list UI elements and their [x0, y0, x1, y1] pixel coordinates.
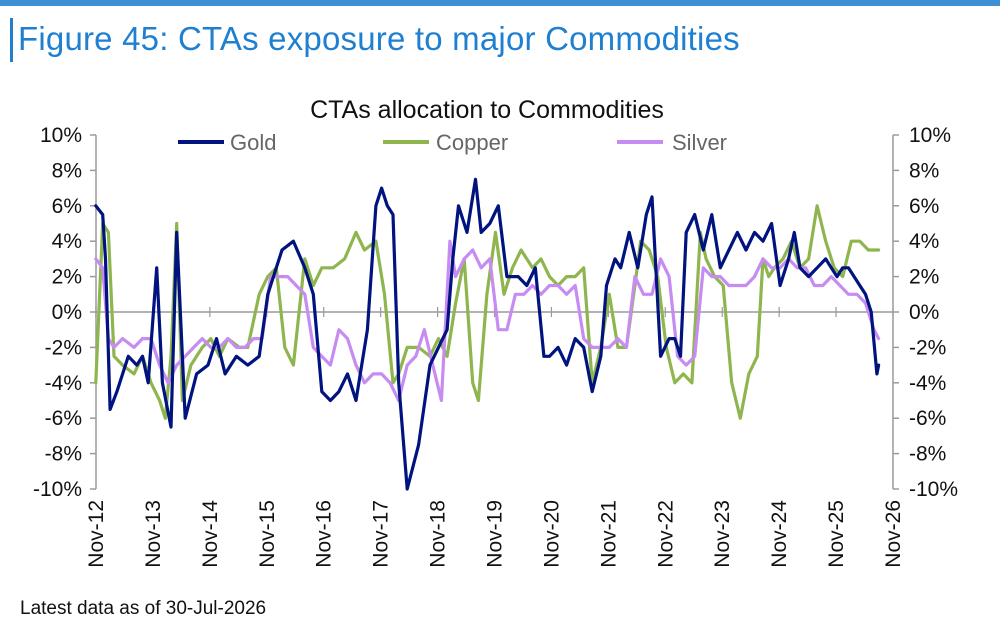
y2-tick-label: 2% — [909, 266, 939, 289]
x-tick-label: Nov-26 — [882, 500, 905, 568]
y2-tick-label: -8% — [909, 443, 946, 466]
x-tick-label: Nov-20 — [540, 500, 563, 568]
legend: Gold Copper Silver — [178, 130, 727, 155]
y2-tick-label: -2% — [909, 336, 946, 359]
x-tick-label: Nov-16 — [313, 500, 336, 568]
y2-tick-label: -6% — [909, 407, 946, 430]
x-tick-label: Nov-19 — [484, 500, 507, 568]
series-line-silver — [94, 239, 881, 403]
series-line-gold — [94, 177, 881, 491]
y-tick-label: 0% — [52, 301, 82, 324]
y-tick-label: 2% — [52, 266, 82, 289]
y-tick-label: 4% — [52, 230, 82, 253]
series-lines — [94, 177, 881, 491]
figure-header: Figure 45: CTAs exposure to major Commod… — [0, 18, 1000, 62]
x-tick-label: Nov-14 — [199, 500, 222, 568]
y2-tick-label: -10% — [909, 478, 958, 501]
legend-label-gold: Gold — [230, 130, 276, 155]
legend-label-copper: Copper — [436, 130, 508, 155]
x-tick-label: Nov-17 — [370, 500, 393, 568]
x-tick-label: Nov-21 — [597, 500, 620, 568]
y2-tick-label: -4% — [909, 372, 946, 395]
x-tick-label: Nov-25 — [825, 500, 848, 568]
x-tick-label: Nov-18 — [427, 500, 450, 568]
top-accent-bar — [0, 0, 1000, 6]
x-tick-label: Nov-15 — [256, 500, 279, 568]
axes: -10% -10% -8% -8% -6% -6% -4% -4% -2% -2% 0% 0% 2% 2%… — [33, 124, 958, 568]
x-tick-label: Nov-24 — [768, 500, 791, 568]
legend-label-silver: Silver — [672, 130, 727, 155]
y-tick-label: -10% — [33, 478, 82, 501]
y-tick-label: -4% — [45, 372, 82, 395]
y-tick-label: -2% — [45, 336, 82, 359]
y-tick-label: 6% — [52, 195, 82, 218]
title-accent-rule — [10, 18, 13, 62]
y2-tick-label: 4% — [909, 230, 939, 253]
y2-tick-label: 6% — [909, 195, 939, 218]
y-tick-label: 8% — [52, 159, 82, 182]
chart-title: CTAs allocation to Commodities — [310, 96, 664, 124]
x-tick-label: Nov-23 — [711, 500, 734, 568]
y2-tick-label: 8% — [909, 159, 939, 182]
footnote: Latest data as of 30-Jul-2026 — [20, 598, 267, 619]
x-tick-label: Nov-13 — [142, 500, 165, 568]
x-tick-label: Nov-22 — [654, 500, 677, 568]
y2-tick-label: 0% — [909, 301, 939, 324]
y-tick-label: -6% — [45, 407, 82, 430]
y-tick-label: -8% — [45, 443, 82, 466]
y-tick-label: 10% — [40, 124, 82, 147]
y2-tick-label: 10% — [909, 124, 951, 147]
x-tick-label: Nov-12 — [85, 500, 108, 568]
figure-title: Figure 45: CTAs exposure to major Commod… — [18, 20, 740, 57]
